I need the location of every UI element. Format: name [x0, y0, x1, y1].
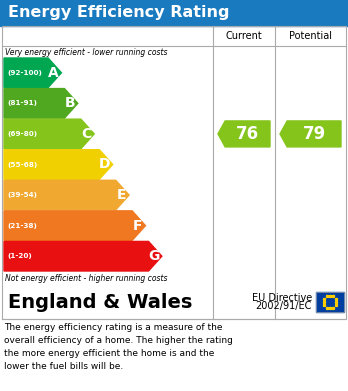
Text: (92-100): (92-100)	[7, 70, 42, 76]
Bar	[316, 292, 344, 312]
Text: (81-91): (81-91)	[7, 100, 37, 106]
Text: The energy efficiency rating is a measure of the
overall efficiency of a home. T: The energy efficiency rating is a measur…	[4, 323, 233, 371]
Polygon shape	[4, 241, 162, 271]
Text: 79: 79	[302, 125, 326, 143]
Text: (55-68): (55-68)	[7, 161, 37, 167]
Text: (21-38): (21-38)	[7, 222, 37, 229]
Text: F: F	[133, 219, 143, 233]
Text: England & Wales: England & Wales	[8, 292, 192, 312]
Bar	[0, 0, 348, 26]
Text: D: D	[99, 158, 111, 172]
Text: C: C	[81, 127, 92, 141]
Text: Energy Efficiency Rating: Energy Efficiency Rating	[8, 5, 229, 20]
Polygon shape	[4, 180, 129, 210]
Text: A: A	[48, 66, 59, 80]
Text: (39-54): (39-54)	[7, 192, 37, 198]
Text: EU Directive: EU Directive	[252, 293, 312, 303]
Text: Very energy efficient - lower running costs: Very energy efficient - lower running co…	[5, 48, 167, 57]
Text: G: G	[149, 249, 160, 263]
Text: 2002/91/EC: 2002/91/EC	[256, 301, 312, 311]
Text: Potential: Potential	[289, 31, 332, 41]
Text: 76: 76	[236, 125, 259, 143]
Polygon shape	[4, 119, 94, 149]
Text: (1-20): (1-20)	[7, 253, 32, 259]
Bar	[316, 292, 344, 312]
Polygon shape	[4, 211, 145, 240]
Text: (69-80): (69-80)	[7, 131, 37, 137]
Text: Not energy efficient - higher running costs: Not energy efficient - higher running co…	[5, 274, 167, 283]
Polygon shape	[4, 150, 113, 179]
Polygon shape	[4, 89, 78, 118]
Polygon shape	[280, 121, 341, 147]
Polygon shape	[218, 121, 270, 147]
Bar	[2, 26, 346, 319]
Text: E: E	[117, 188, 126, 202]
Polygon shape	[4, 58, 61, 88]
Text: Current: Current	[226, 31, 262, 41]
Text: B: B	[65, 96, 76, 110]
